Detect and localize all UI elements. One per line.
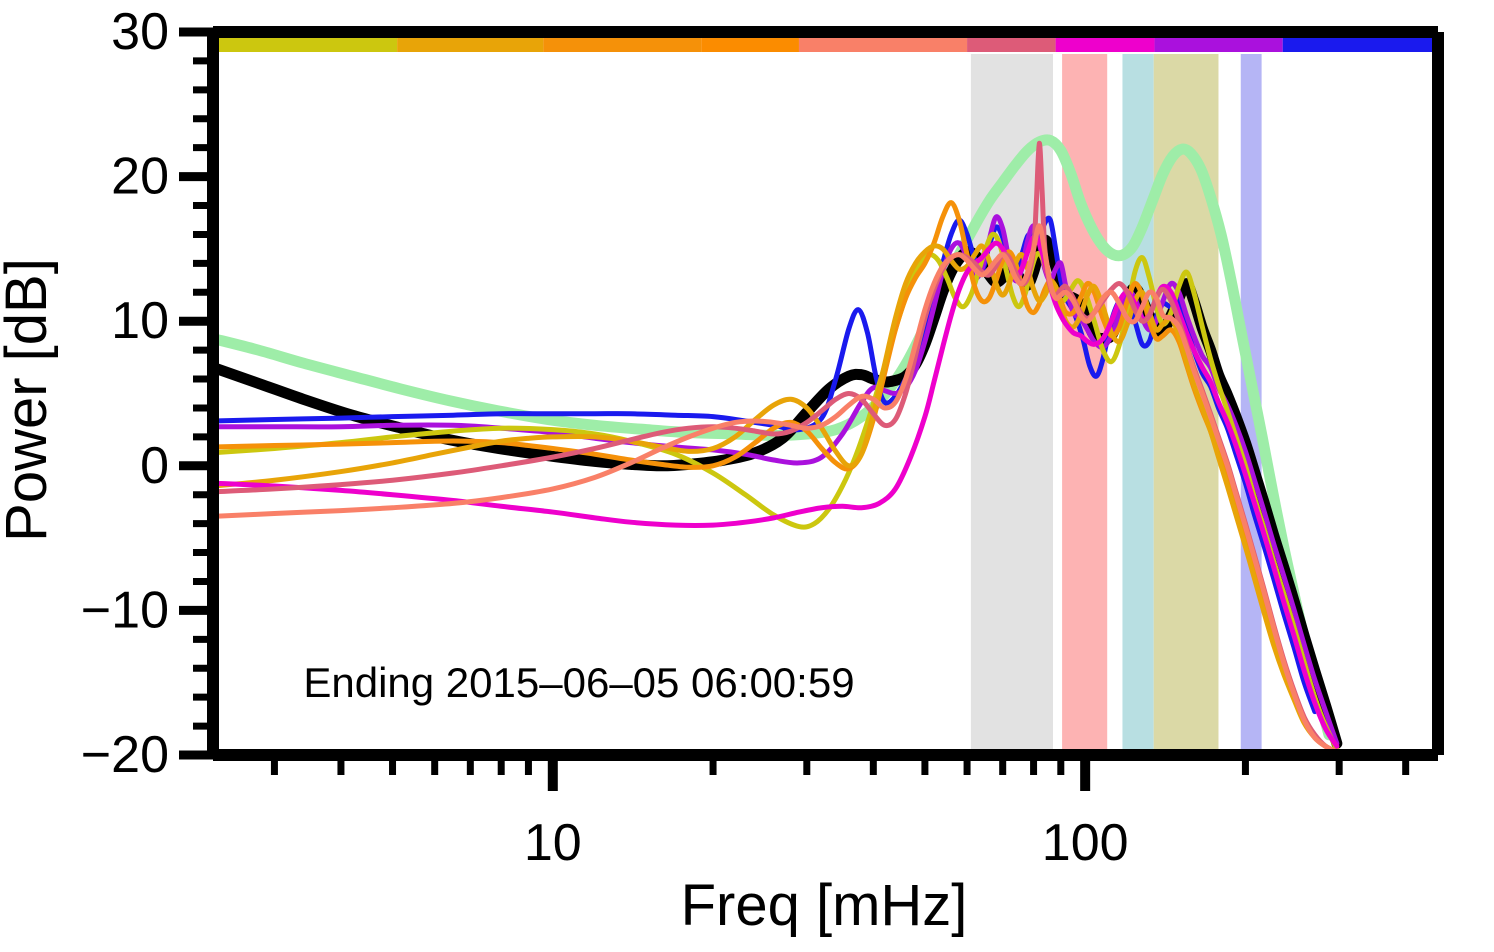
curve-group bbox=[213, 134, 1343, 755]
colorbar-segment-1 bbox=[397, 38, 544, 52]
x-tick-label-100: 100 bbox=[1042, 814, 1129, 872]
curve-spectrum-gold bbox=[213, 243, 1340, 755]
y-tick-label-0: 0 bbox=[140, 437, 169, 495]
x-axis-title: Freq [mHz] bbox=[681, 873, 968, 938]
curve-mean-smooth-green bbox=[213, 134, 1335, 741]
y-axis-title: Power [dB] bbox=[0, 258, 59, 542]
colorbar-segment-2 bbox=[543, 38, 702, 52]
colorbar-segment-5 bbox=[967, 38, 1056, 52]
colorbar-segment-0 bbox=[213, 38, 398, 52]
axis-frame bbox=[207, 26, 1444, 761]
tick-group bbox=[179, 27, 1410, 791]
colorbar-segment-6 bbox=[1055, 38, 1155, 52]
y-tick-label-10: 10 bbox=[111, 292, 169, 350]
top-colorbar bbox=[213, 38, 1438, 52]
colorbar-segment-8 bbox=[1282, 38, 1438, 52]
y-tick-label--20: −20 bbox=[81, 726, 169, 784]
y-tick-label-30: 30 bbox=[111, 3, 169, 61]
annotation-text: Ending 2015–06–05 06:00:59 bbox=[303, 659, 854, 706]
colorbar-segment-3 bbox=[701, 38, 799, 52]
colorbar-segment-4 bbox=[798, 38, 968, 52]
curve-spectrum-yellowgreen bbox=[213, 231, 1340, 752]
y-tick-label--10: −10 bbox=[81, 581, 169, 639]
band-teal bbox=[1122, 54, 1154, 755]
curve-spectrum-salmon bbox=[213, 223, 1340, 755]
x-tick-label-10: 10 bbox=[524, 814, 582, 872]
curve-spectrum-magenta bbox=[213, 234, 1340, 749]
colorbar-segment-7 bbox=[1154, 38, 1283, 52]
tick-label-group: −20 −10 0 10 20 30 10 100 bbox=[81, 3, 1129, 872]
y-tick-label-20: 20 bbox=[111, 148, 169, 206]
